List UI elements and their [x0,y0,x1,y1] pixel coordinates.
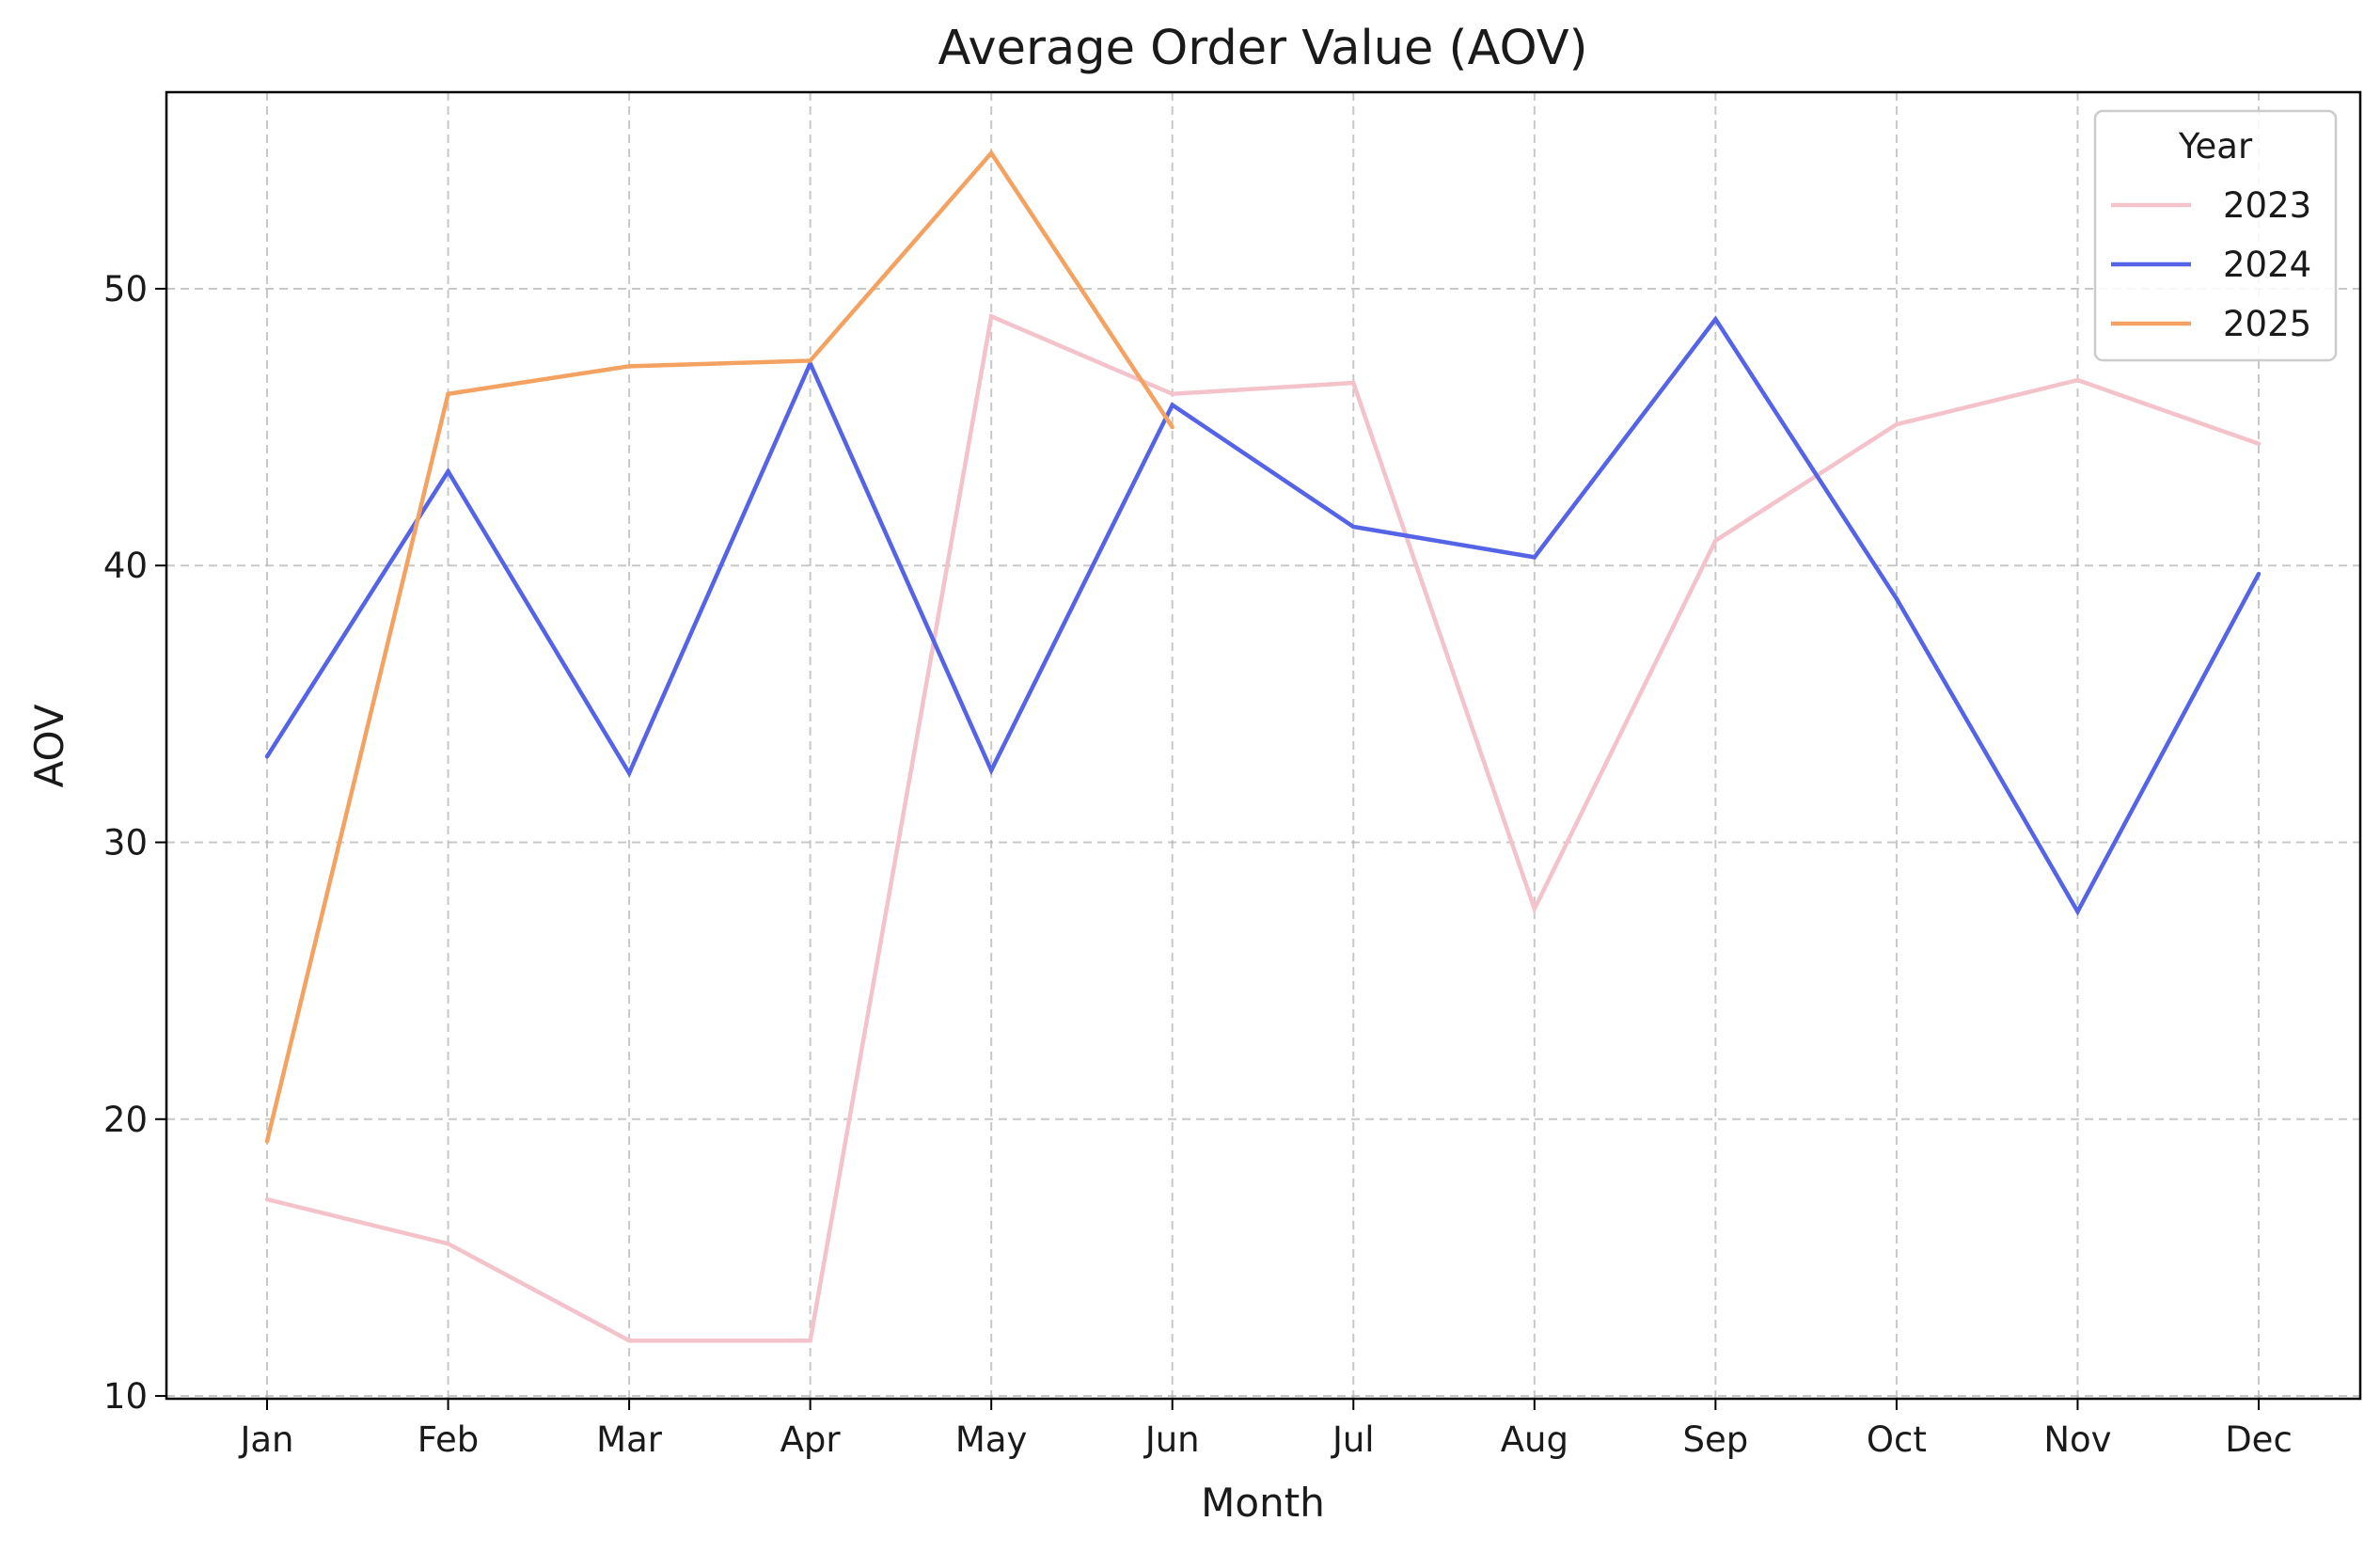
data-point-2024-jun [1170,403,1174,407]
data-point-2025-jan [264,1139,270,1144]
data-point-2025-jun [1170,424,1174,430]
grid-lines [166,92,2360,1399]
legend-label-2023: 2023 [2223,185,2311,226]
data-point-2024-oct [1894,596,1899,601]
y-axis-label: AOV [26,704,72,787]
x-tick-label: Aug [1501,1419,1568,1460]
x-tick-label: Jan [238,1419,293,1460]
x-axis-label: Month [1201,1480,1325,1526]
data-point-2023-jun [1170,391,1174,396]
data-point-2023-apr [808,1339,812,1343]
data-point-2023-nov [2075,377,2080,383]
x-tick-label: Jul [1331,1419,1375,1460]
x-tick-label: Jun [1143,1419,1200,1460]
y-tick-label: 10 [103,1376,148,1417]
legend-box [2093,109,2338,362]
legend-label-2024: 2024 [2223,245,2311,285]
data-point-2023-dec [2256,441,2262,446]
data-point-2024-aug [1532,555,1537,560]
data-point-2024-feb [446,468,450,474]
y-tick-label: 20 [103,1100,148,1140]
series-line-2023 [266,313,2260,1343]
x-tick-label: May [955,1419,1028,1460]
y-tick-label: 30 [103,822,148,863]
data-point-2024-jul [1351,524,1356,530]
data-point-2024-jan [264,754,270,759]
data-point-2023-mar [626,1339,632,1343]
series-line-2024 [265,315,2261,916]
data-point-2023-may [988,314,994,319]
chart-title: Average Order Value (AOV) [938,21,1588,76]
data-point-2023-jul [1351,380,1356,386]
legend-title: Year [2178,126,2253,166]
legend-entries: 2023 2024 2025 [2111,185,2311,344]
data-point-2024-nov [2075,909,2080,914]
data-point-2025-mar [626,364,632,369]
plot-area-frame [165,90,2362,1401]
legend: Year 2023 2024 2025 [2093,109,2338,362]
data-point-2023-jan [264,1196,270,1202]
y-tick-label: 40 [103,546,148,586]
series-2025 [264,150,1174,1144]
legend-label-2025: 2025 [2223,304,2311,344]
x-tick-label: Sep [1682,1419,1748,1460]
series-2023 [264,313,2262,1343]
data-point-2023-oct [1894,421,1899,427]
series-2024 [264,315,2262,916]
data-series [264,150,2262,1343]
x-tick-label: Feb [418,1419,480,1460]
data-point-2024-mar [626,770,632,776]
data-point-2024-dec [2256,571,2262,577]
series-line-2025 [264,150,1174,1142]
x-tick-label: Apr [780,1419,842,1460]
data-point-2025-feb [446,391,450,396]
x-tick-label: Nov [2043,1419,2111,1460]
data-point-2023-feb [446,1242,450,1246]
x-tick-label: Mar [596,1419,663,1460]
data-point-2023-aug [1532,906,1537,911]
data-point-2025-apr [808,358,812,363]
data-point-2024-sep [1713,317,1718,322]
data-point-2023-sep [1713,538,1718,543]
x-tick-label: Oct [1867,1419,1927,1460]
data-point-2025-may [988,151,994,155]
y-tick-label: 50 [103,269,148,309]
axes: Jan Feb Mar Apr May Jun Jul Aug Sep Oct Nov Dec 10 20… [103,269,2293,1460]
x-tick-label: Dec [2225,1419,2293,1460]
data-point-2024-may [988,768,994,773]
